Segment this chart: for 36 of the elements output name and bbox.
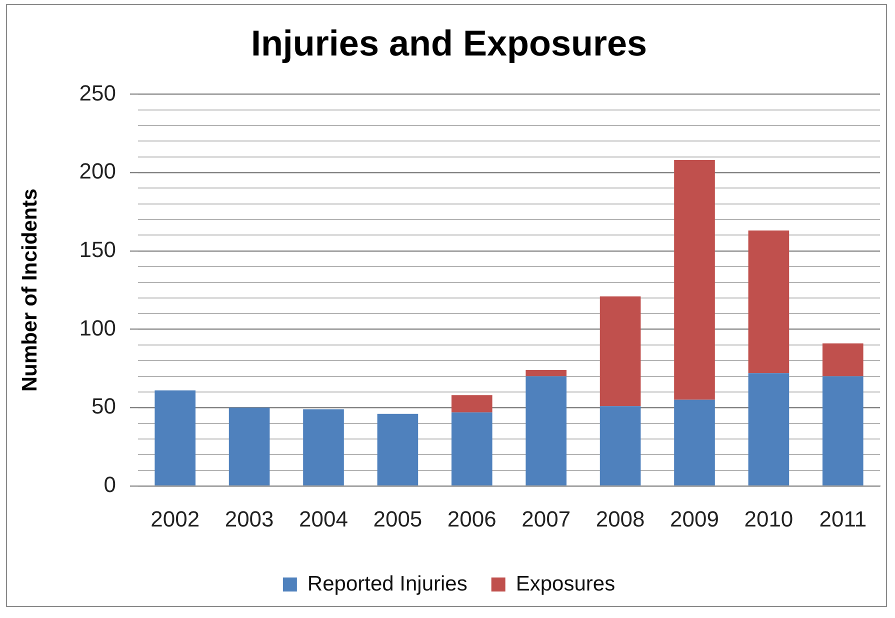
- bar: [451, 412, 492, 486]
- x-tick-label: 2008: [596, 506, 645, 532]
- bar: [228, 408, 270, 486]
- y-tick-label: 250: [79, 80, 116, 106]
- bar: [600, 406, 641, 486]
- bar: [748, 230, 790, 374]
- y-tick-label: 0: [104, 472, 116, 498]
- bar: [822, 376, 864, 486]
- legend-label: Reported Injuries: [307, 572, 468, 596]
- x-tick-label: 2003: [224, 506, 274, 532]
- x-tick-label: 2006: [447, 506, 496, 532]
- chart-title: Injuries and Exposures: [250, 22, 648, 64]
- bar: [451, 395, 492, 412]
- x-tick-label: 2007: [522, 506, 571, 532]
- bar: [748, 373, 790, 486]
- bar: [822, 343, 864, 376]
- x-tick-label: 2009: [670, 506, 719, 532]
- bar: [526, 376, 567, 486]
- bar: [377, 414, 418, 486]
- x-tick-label: 2002: [150, 506, 200, 532]
- bar: [303, 409, 344, 486]
- y-tick-label: 200: [79, 158, 116, 184]
- y-axis-title: Number of Incidents: [18, 188, 42, 392]
- x-tick-label: 2010: [744, 506, 794, 532]
- bar: [674, 160, 715, 400]
- legend-label: Exposures: [516, 572, 616, 596]
- x-tick-label: 2011: [819, 506, 867, 532]
- y-tick-label: 100: [79, 315, 116, 340]
- y-tick-label: 150: [79, 236, 116, 262]
- y-tick-label: 50: [92, 394, 116, 419]
- bar: [600, 296, 641, 406]
- x-tick-label: 2004: [299, 506, 348, 532]
- bar: [674, 400, 715, 486]
- bar: [526, 370, 567, 376]
- bar: [154, 390, 196, 486]
- x-tick-label: 2005: [373, 506, 422, 532]
